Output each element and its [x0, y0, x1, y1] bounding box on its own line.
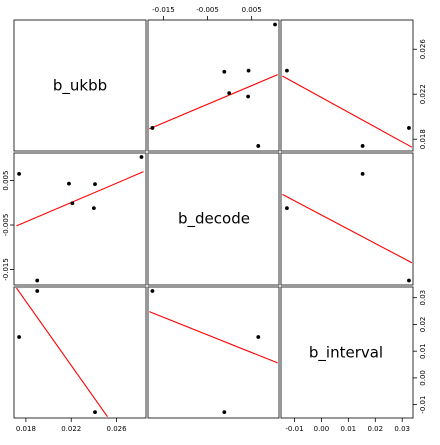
- panel-frames: [13, 19, 414, 419]
- tick-label-b_decode-2: 0.005: [2, 171, 10, 191]
- point-b_interval-vs-b_decode-2: [407, 278, 411, 283]
- axis-bottom-b_interval: -0.01 0.00 0.01 0.02 0.03: [285, 418, 410, 433]
- tick-label-b_interval-2: 0.01: [419, 343, 427, 359]
- tick-label-b_ukbb-2: 0.026: [107, 425, 128, 433]
- axis-left-b_decode: -0.015 -0.005 0.005: [2, 171, 14, 281]
- point-b_ukbb-vs-b_decode-0: [17, 171, 21, 176]
- point-b_ukbb-vs-b_decode-4: [91, 206, 96, 211]
- panel-frame-r0-c1: [147, 19, 280, 152]
- point-b_decode-vs-b_ukbb-0: [150, 126, 155, 130]
- diagonal-label-b_ukbb: b_ukbb: [53, 77, 107, 96]
- tick-label-b_ukbb-0: 0.018: [16, 425, 36, 433]
- tick-label-b_decode-0: -0.015: [152, 6, 175, 14]
- axis-right-b_ukbb: 0.018 0.022 0.026: [413, 39, 427, 149]
- point-b_ukbb-vs-b_interval-1: [35, 289, 40, 293]
- fit-line-b_interval-vs-b_ukbb: [282, 75, 413, 148]
- panel-frame-r0-c0: [13, 19, 147, 152]
- point-b_interval-vs-b_ukbb-1: [360, 144, 365, 148]
- panel-frame-r1-c1: [147, 152, 280, 286]
- axes: -0.015 -0.005 0.0050.0180.0220.026-0.015-0…: [2, 6, 427, 433]
- point-b_interval-vs-b_ukbb-2: [407, 126, 411, 130]
- point-b_ukbb-vs-b_interval-2: [93, 410, 97, 415]
- point-b_ukbb-vs-b_decode-5: [93, 182, 97, 187]
- tick-label-b_interval-3: 0.02: [419, 317, 427, 333]
- diagonal-label-b_decode: b_decode: [178, 210, 250, 229]
- point-b_interval-vs-b_decode-1: [360, 171, 365, 176]
- tick-label-b_interval-0: -0.01: [419, 396, 427, 414]
- tick-label-b_interval-4: 0.03: [394, 425, 410, 433]
- panel-frame-r1-c2: [280, 152, 414, 286]
- tick-label-b_ukbb-2: 0.026: [419, 39, 427, 60]
- axis-right-b_interval: -0.01 0.00 0.01 0.02 0.03: [413, 290, 427, 414]
- panel-frame-r2-c1: [147, 286, 280, 419]
- fit-line-b_decode-vs-b_interval: [149, 311, 278, 364]
- tick-label-b_interval-1: 0.00: [314, 425, 330, 433]
- point-b_decode-vs-b_ukbb-3: [246, 94, 251, 99]
- point-b_ukbb-vs-b_interval-0: [17, 335, 21, 339]
- panel-frame-r1-c0: [13, 152, 147, 286]
- point-b_decode-vs-b_ukbb-5: [256, 144, 261, 148]
- point-b_decode-vs-b_ukbb-6: [273, 22, 277, 27]
- point-b_ukbb-vs-b_decode-3: [70, 201, 75, 206]
- fit-line-b_decode-vs-b_ukbb: [149, 74, 278, 130]
- fit-line-b_ukbb-vs-b_decode: [16, 171, 144, 227]
- diagonal-labels: b_ukbb b_decode b_interval: [53, 77, 383, 363]
- point-b_decode-vs-b_interval-2: [256, 335, 261, 339]
- tick-label-b_decode-1: -0.005: [196, 6, 219, 14]
- axis-bottom-b_ukbb: 0.018 0.022 0.026: [16, 418, 127, 433]
- tick-label-b_interval-1: 0.00: [419, 370, 427, 386]
- point-b_decode-vs-b_ukbb-4: [246, 68, 251, 73]
- panel-frame-r2-c0: [13, 286, 147, 419]
- fit-line-b_interval-vs-b_decode: [282, 193, 413, 264]
- point-b_ukbb-vs-b_decode-6: [139, 155, 144, 159]
- tick-label-b_ukbb-1: 0.022: [61, 425, 81, 433]
- tick-label-b_ukbb-0: 0.018: [419, 129, 427, 149]
- point-b_decode-vs-b_ukbb-2: [227, 91, 232, 95]
- tick-label-b_interval-4: 0.03: [419, 290, 427, 306]
- point-b_decode-vs-b_ukbb-1: [222, 69, 227, 74]
- panel-frame-r0-c2: [280, 19, 414, 152]
- fit-lines: [16, 74, 413, 417]
- tick-label-b_interval-3: 0.02: [367, 425, 383, 433]
- point-b_interval-vs-b_ukbb-0: [285, 68, 289, 73]
- tick-label-b_interval-0: -0.01: [285, 425, 303, 433]
- panel-frame-r2-c2: [280, 286, 414, 419]
- point-b_decode-vs-b_interval-1: [222, 410, 227, 415]
- point-b_ukbb-vs-b_decode-1: [35, 278, 40, 283]
- axis-top-b_decode: -0.015 -0.005 0.005: [152, 6, 262, 20]
- tick-label-b_decode-2: 0.005: [242, 6, 262, 14]
- diagonal-label-b_interval: b_interval: [309, 344, 383, 363]
- fit-line-b_ukbb-vs-b_interval: [16, 287, 108, 417]
- point-b_ukbb-vs-b_decode-2: [67, 181, 71, 186]
- tick-label-b_ukbb-1: 0.022: [419, 84, 427, 104]
- tick-label-b_interval-2: 0.01: [341, 425, 357, 433]
- point-b_decode-vs-b_interval-0: [150, 289, 155, 293]
- data-points: [17, 22, 411, 415]
- point-b_interval-vs-b_decode-0: [285, 206, 289, 211]
- tick-label-b_decode-1: -0.005: [2, 214, 10, 237]
- tick-label-b_decode-0: -0.015: [2, 258, 10, 281]
